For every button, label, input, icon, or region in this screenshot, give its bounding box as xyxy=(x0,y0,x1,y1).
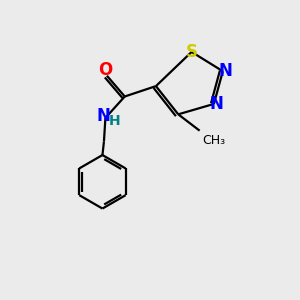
Text: S: S xyxy=(186,43,198,61)
Text: O: O xyxy=(98,61,112,79)
Text: N: N xyxy=(209,95,223,113)
Text: N: N xyxy=(218,62,232,80)
Text: CH₃: CH₃ xyxy=(202,134,225,147)
Text: H: H xyxy=(109,114,121,128)
Text: N: N xyxy=(96,106,110,124)
